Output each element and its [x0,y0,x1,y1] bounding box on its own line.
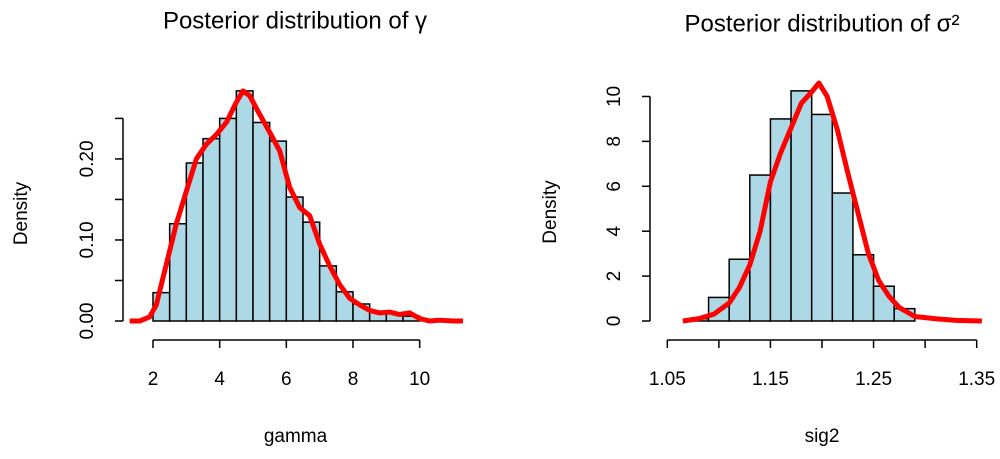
x-tick-label: 1.35 [958,369,995,390]
x-tick-label: 1.05 [649,369,686,390]
y-tick-label: 10 [604,86,625,107]
x-tick-label: 1.15 [752,369,789,390]
x-axis-label: gamma [264,426,328,447]
y-tick-label: 4 [604,225,625,236]
y-axis-label: Density [540,180,561,244]
bar [285,196,304,322]
bar [831,192,854,322]
y-tick-label: 8 [604,136,625,147]
y-axis-label: Density [11,181,32,245]
y-tick-label: 0.20 [77,140,98,177]
x-tick-label: 8 [348,369,359,390]
y-tick-label: 0.00 [77,303,98,340]
density-curve [129,88,463,324]
x-axis-label: sig2 [805,426,840,447]
bar [810,113,834,322]
bar [218,117,238,322]
density-curve [682,80,982,324]
x-tick-label: 2 [148,369,159,390]
chart-title: Posterior distribution of σ² [685,10,960,37]
bar [252,121,271,322]
x-tick-label: 10 [409,369,430,390]
panel: Posterior distribution of γ gamma Density 2… [11,7,463,447]
chart-title: Posterior distribution of γ [163,7,427,34]
y-tick-label: 2 [604,271,625,282]
y-tick-label: 0.10 [77,221,98,258]
bar [235,90,254,322]
panel: Posterior distribution of σ² sig2 Density 1… [540,10,995,447]
x-tick-label: 1.25 [855,369,892,390]
y-tick-label: 0 [604,316,625,327]
x-tick-label: 4 [214,369,225,390]
x-tick-label: 6 [281,369,292,390]
bar [202,137,221,322]
y-tick-label: 6 [604,181,625,192]
